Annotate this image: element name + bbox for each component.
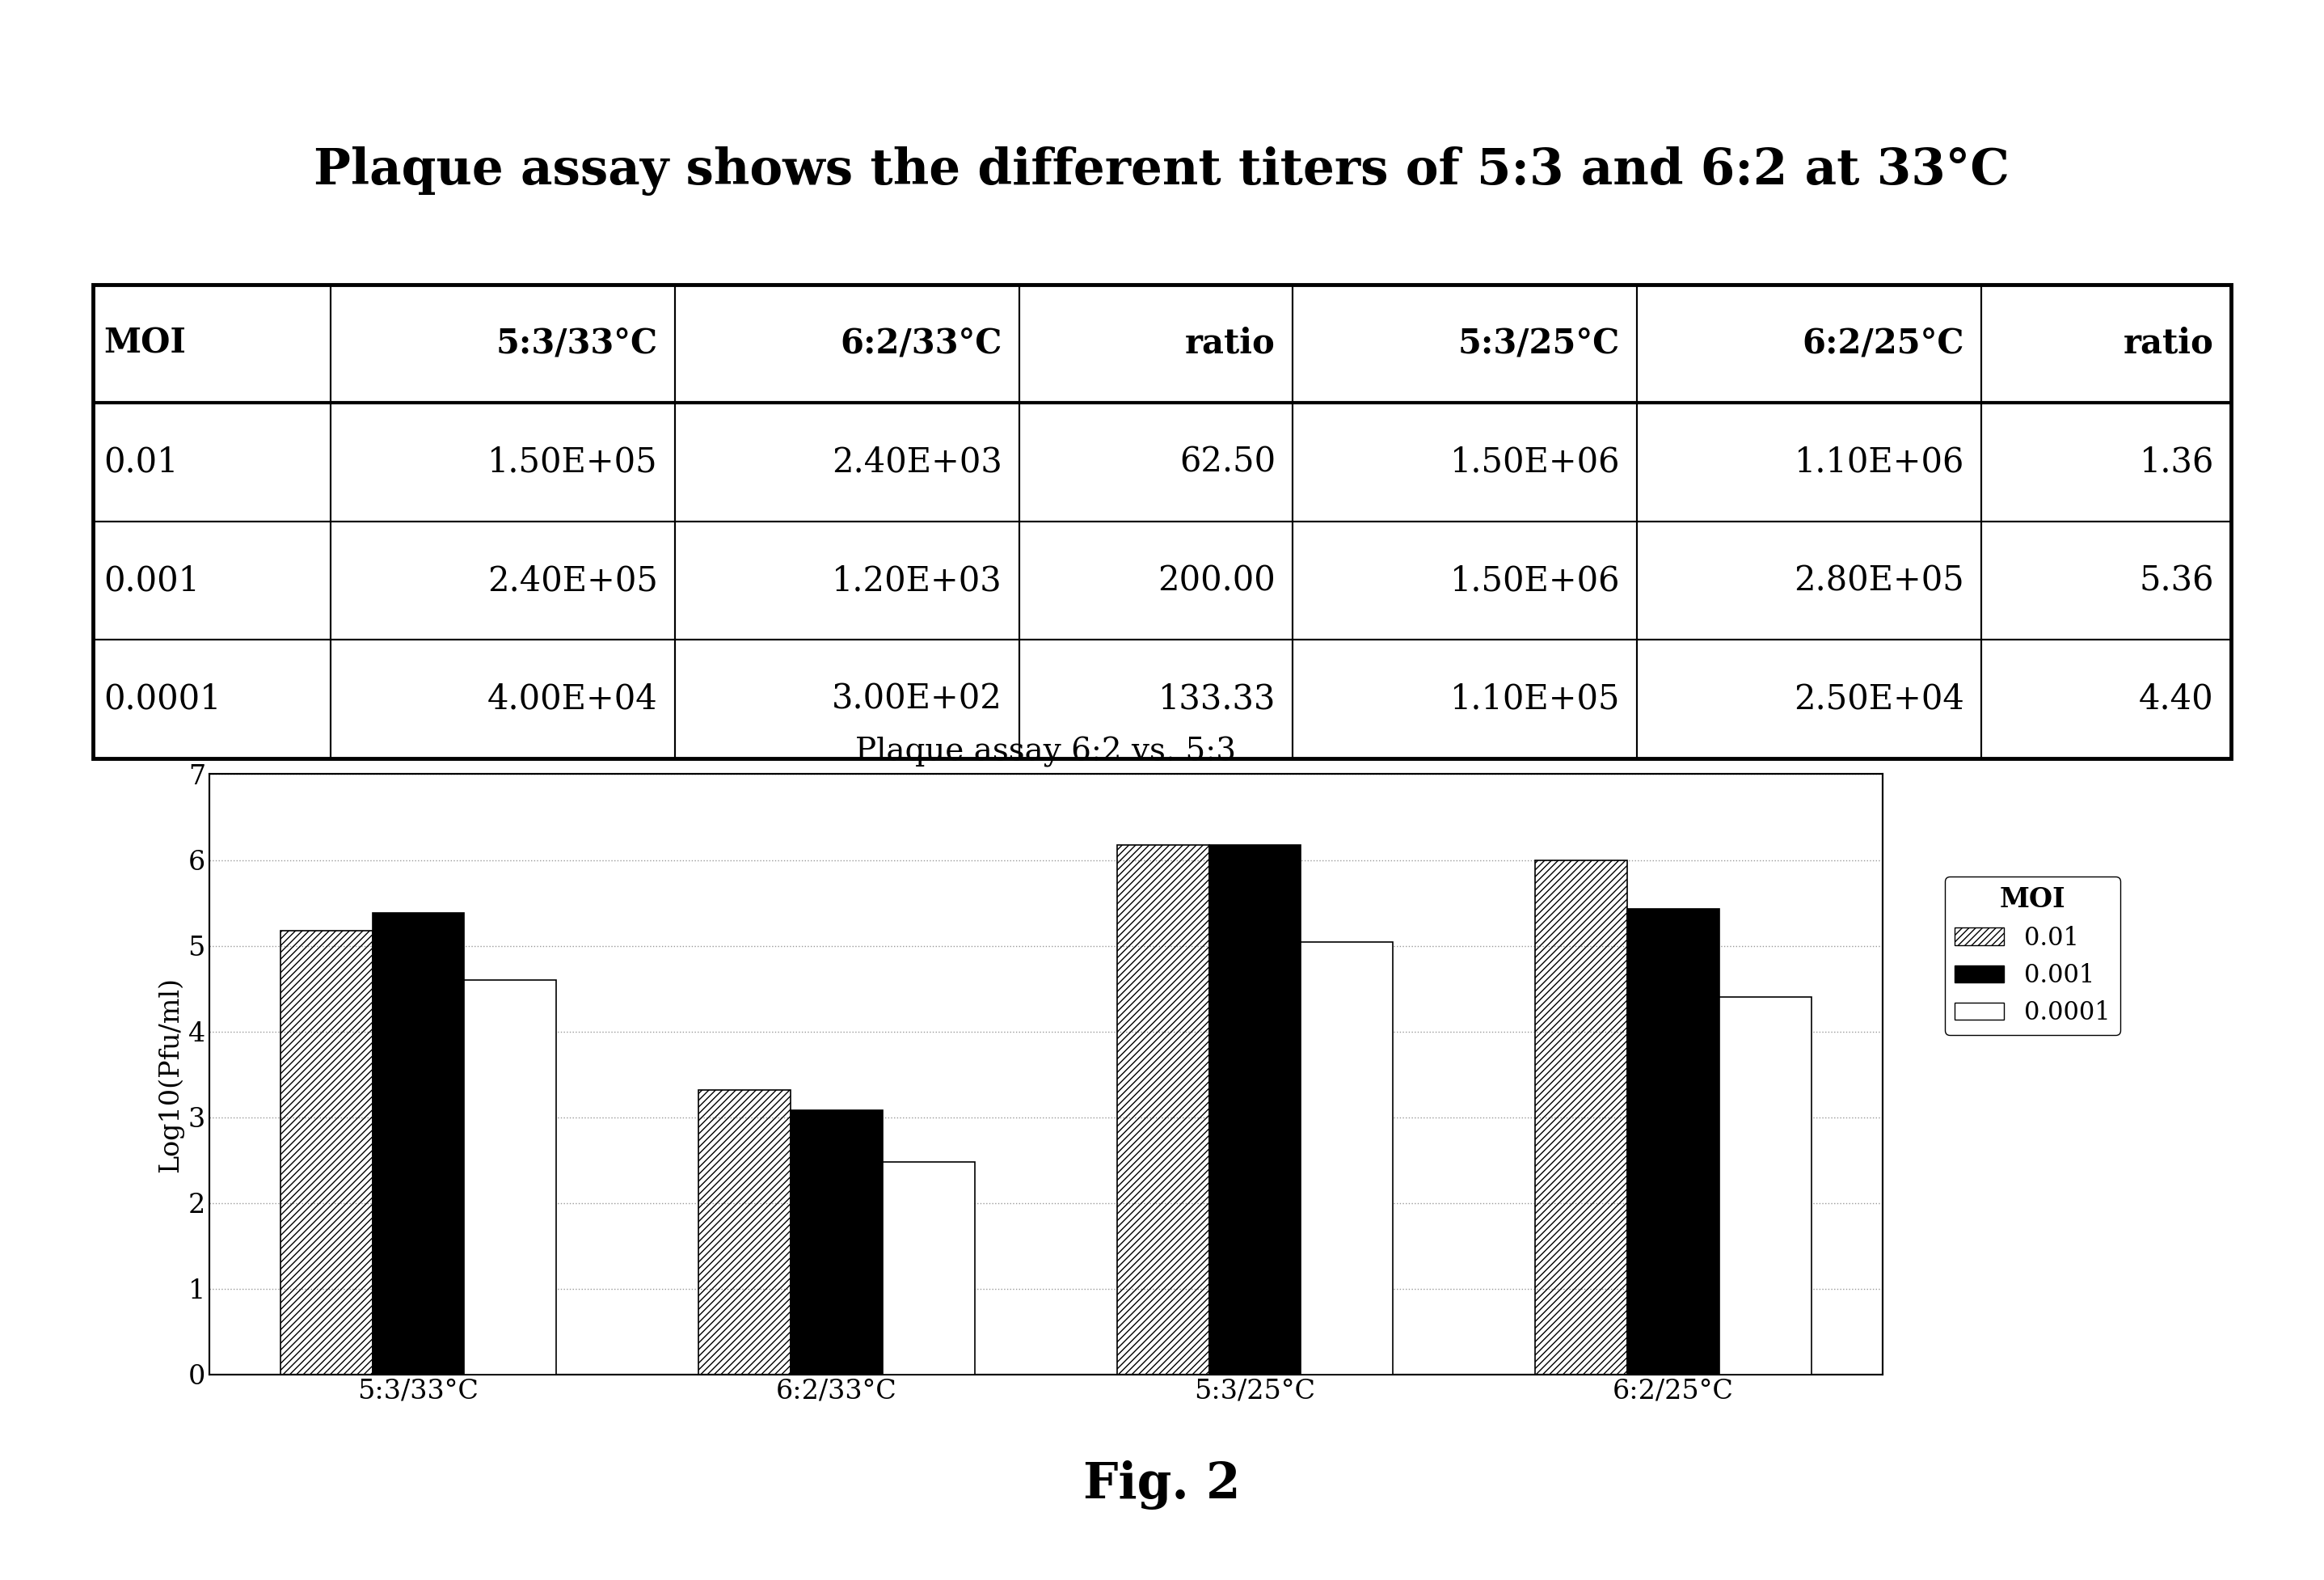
Bar	[465, 980, 555, 1375]
Bar	[1982, 640, 2231, 758]
Text: 1.10E+05: 1.10E+05	[1450, 683, 1620, 716]
Bar	[330, 403, 674, 521]
Bar	[1627, 908, 1720, 1375]
Bar	[883, 1163, 974, 1375]
Bar	[1636, 284, 1982, 403]
Text: ratio: ratio	[1185, 327, 1276, 360]
Bar	[1208, 845, 1301, 1375]
Bar	[93, 403, 330, 521]
Bar	[1720, 997, 1810, 1375]
Bar	[790, 1111, 883, 1375]
Bar	[330, 284, 674, 403]
Bar	[1982, 284, 2231, 403]
Bar	[209, 774, 1882, 1375]
Text: 200.00: 200.00	[1157, 564, 1276, 597]
Bar	[674, 640, 1020, 758]
Legend: 0.01, 0.001, 0.0001: 0.01, 0.001, 0.0001	[1945, 877, 2119, 1035]
Text: 2.80E+05: 2.80E+05	[1794, 564, 1964, 597]
Text: 133.33: 133.33	[1157, 683, 1276, 716]
Text: 6:2/33°C: 6:2/33°C	[841, 327, 1002, 360]
Text: 1.50E+06: 1.50E+06	[1450, 446, 1620, 479]
Text: 4.00E+04: 4.00E+04	[488, 683, 658, 716]
Bar	[1301, 942, 1392, 1375]
Y-axis label: Log10(Pfu/ml): Log10(Pfu/ml)	[158, 976, 184, 1172]
Bar	[1118, 845, 1208, 1375]
Text: 2.40E+03: 2.40E+03	[832, 446, 1002, 479]
Text: 1.50E+05: 1.50E+05	[488, 446, 658, 479]
Bar	[1292, 403, 1636, 521]
Text: 5:3/33°C: 5:3/33°C	[495, 327, 658, 360]
Bar	[1636, 521, 1982, 640]
Text: 1.36: 1.36	[2140, 446, 2215, 479]
Bar	[1292, 640, 1636, 758]
Text: 4.40: 4.40	[2138, 683, 2215, 716]
Text: 0.01: 0.01	[105, 446, 179, 479]
Bar	[1020, 521, 1292, 640]
Bar	[93, 521, 330, 640]
Text: MOI: MOI	[105, 327, 186, 360]
Bar	[674, 403, 1020, 521]
Bar	[330, 521, 674, 640]
Text: 2.50E+04: 2.50E+04	[1794, 683, 1964, 716]
Text: 0.0001: 0.0001	[105, 683, 221, 716]
Text: 2.40E+05: 2.40E+05	[488, 564, 658, 597]
Text: 1.10E+06: 1.10E+06	[1794, 446, 1964, 479]
Bar	[1982, 403, 2231, 521]
Text: Plaque assay shows the different titers of 5:3 and 6:2 at 33°C: Plaque assay shows the different titers …	[314, 145, 2010, 196]
Bar	[372, 913, 465, 1375]
Bar	[1020, 403, 1292, 521]
Bar	[281, 931, 372, 1375]
Text: ratio: ratio	[2124, 327, 2215, 360]
Bar	[1636, 403, 1982, 521]
Text: 5.36: 5.36	[2138, 564, 2215, 597]
Title: Plaque assay 6:2 vs. 5:3: Plaque assay 6:2 vs. 5:3	[855, 736, 1236, 768]
Bar	[700, 1090, 790, 1375]
Bar	[1536, 860, 1627, 1375]
Text: 62.50: 62.50	[1178, 446, 1276, 479]
Bar	[674, 284, 1020, 403]
Bar	[1020, 284, 1292, 403]
Bar	[330, 640, 674, 758]
Text: 5:3/25°C: 5:3/25°C	[1457, 327, 1620, 360]
Bar	[1982, 521, 2231, 640]
Bar	[1292, 284, 1636, 403]
Text: Fig. 2: Fig. 2	[1083, 1460, 1241, 1510]
Text: 3.00E+02: 3.00E+02	[832, 683, 1002, 716]
Bar	[1020, 640, 1292, 758]
Text: 0.001: 0.001	[105, 564, 200, 597]
Bar	[1636, 640, 1982, 758]
Bar	[93, 640, 330, 758]
Text: 1.20E+03: 1.20E+03	[832, 564, 1002, 597]
Text: 6:2/25°C: 6:2/25°C	[1803, 327, 1964, 360]
Bar	[93, 284, 330, 403]
Bar	[674, 521, 1020, 640]
Text: 1.50E+06: 1.50E+06	[1450, 564, 1620, 597]
Bar	[1292, 521, 1636, 640]
